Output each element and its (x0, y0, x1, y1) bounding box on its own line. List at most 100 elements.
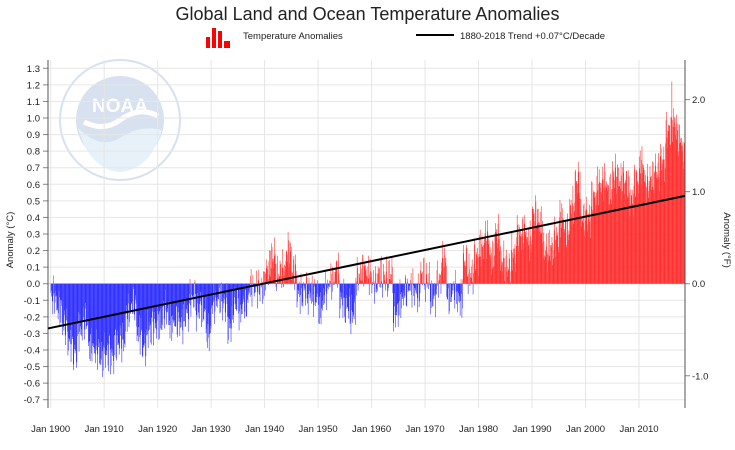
anomaly-bar (586, 231, 588, 284)
anomaly-bar (128, 283, 129, 304)
anomaly-bar (533, 208, 534, 284)
anomaly-bar (234, 283, 235, 288)
anomaly-bar (511, 252, 513, 284)
anomaly-bar (423, 257, 425, 284)
anomaly-bar (191, 283, 193, 285)
anomaly-bar (536, 225, 538, 284)
anomaly-bar (78, 283, 79, 334)
anomaly-bar (335, 261, 337, 284)
anomaly-bar (452, 283, 454, 291)
anomaly-bar (641, 160, 642, 284)
anomaly-bar (356, 281, 358, 284)
anomaly-bar (68, 283, 70, 342)
anomaly-bar (491, 252, 492, 284)
anomaly-bar (602, 179, 604, 284)
anomaly-bar (462, 283, 463, 309)
y-tick-label: -0.5 (24, 362, 40, 373)
anomaly-bar (245, 283, 246, 286)
anomaly-bar (320, 283, 321, 318)
anomaly-bar (460, 279, 462, 284)
anomaly-bar (106, 283, 108, 346)
anomaly-bar (361, 279, 363, 284)
anomaly-bar (368, 283, 370, 295)
anomaly-bar (612, 169, 614, 284)
legend-item-anomalies[interactable]: Temperature Anomalies (206, 28, 343, 48)
anomaly-bar (431, 282, 433, 284)
anomaly-bar (677, 130, 678, 284)
anomaly-bar (642, 163, 643, 284)
anomaly-bar (136, 283, 138, 342)
anomaly-bar (674, 123, 675, 284)
anomaly-bar (639, 168, 640, 284)
anomaly-bar (345, 283, 346, 324)
anomaly-bar (551, 236, 553, 284)
anomaly-bar (416, 283, 417, 285)
anomaly-bar (490, 257, 491, 284)
anomaly-bar (596, 192, 597, 284)
anomaly-bar (442, 258, 443, 284)
anomaly-bar (358, 273, 360, 284)
anomaly-bar (509, 258, 510, 284)
y2-tick-label: -1.0 (692, 371, 708, 382)
anomaly-bar (457, 283, 458, 313)
anomaly-bar (588, 213, 590, 284)
anomaly-bar (609, 204, 610, 284)
anomaly-bar (123, 283, 124, 352)
anomaly-bar (462, 253, 464, 284)
anomaly-bar (636, 182, 638, 284)
anomaly-bar (482, 246, 483, 284)
anomaly-bar (334, 283, 335, 285)
anomaly-bar (391, 256, 393, 284)
anomaly-bar (429, 262, 430, 284)
anomaly-bar (486, 241, 488, 284)
anomaly-bar (169, 283, 170, 326)
anomaly-bar (404, 283, 405, 298)
anomaly-bar (542, 221, 543, 284)
anomaly-bar (670, 144, 671, 284)
anomaly-bar (625, 179, 626, 284)
anomaly-bar (291, 280, 292, 284)
anomaly-bar (419, 283, 420, 302)
anomaly-bar (333, 283, 334, 285)
anomaly-bar (314, 279, 315, 284)
anomaly-bar (415, 283, 417, 293)
anomaly-bar (131, 283, 133, 302)
anomaly-bar (280, 263, 282, 284)
anomaly-bar (567, 234, 569, 284)
anomaly-bar (486, 258, 487, 284)
anomaly-bar (434, 283, 436, 284)
anomaly-bar (103, 283, 104, 346)
anomaly-bar (149, 283, 151, 326)
anomaly-bar (441, 262, 442, 284)
anomaly-bar (350, 283, 351, 322)
anomaly-bar (678, 124, 680, 284)
anomaly-bar (520, 249, 522, 284)
anomaly-bar (232, 283, 234, 290)
anomaly-bar (81, 283, 83, 341)
anomaly-bar (127, 283, 129, 294)
anomaly-bar (150, 283, 151, 325)
anomaly-bar (604, 171, 606, 284)
anomaly-bar (279, 260, 281, 284)
anomaly-bar (495, 231, 497, 284)
anomaly-bar (301, 283, 302, 289)
anomaly-bar (269, 250, 270, 284)
anomaly-bar (585, 220, 587, 284)
anomaly-bar (257, 283, 258, 309)
anomaly-bar (142, 283, 143, 356)
anomaly-bar (294, 264, 296, 284)
anomaly-bar (177, 283, 179, 313)
anomaly-bar (524, 231, 526, 284)
anomaly-bar (654, 170, 656, 284)
anomaly-bar (292, 275, 294, 284)
anomaly-bar (316, 283, 318, 294)
legend-item-trend[interactable]: 1880-2018 Trend +0.07°C/Decade (416, 31, 605, 42)
anomaly-bar (162, 283, 164, 307)
anomaly-bar (487, 231, 489, 284)
anomaly-bar (561, 227, 562, 284)
anomaly-bar (622, 172, 624, 284)
anomaly-bar (200, 283, 202, 306)
anomaly-bar (405, 274, 406, 284)
anomaly-bar (407, 283, 409, 293)
anomaly-bar (222, 283, 223, 321)
